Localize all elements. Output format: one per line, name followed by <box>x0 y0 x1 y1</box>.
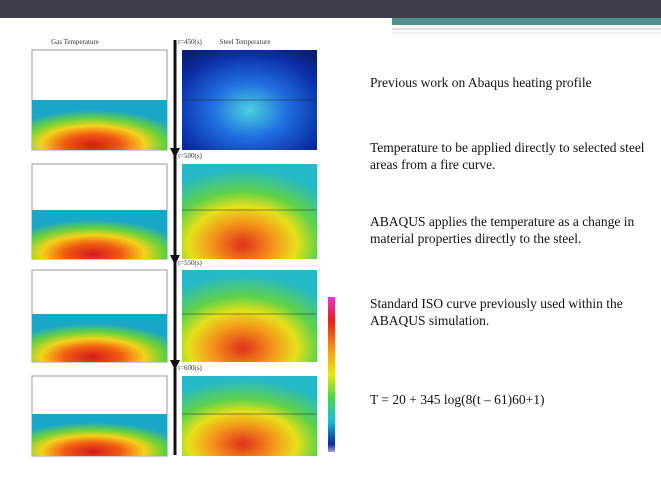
header-accent <box>392 18 661 25</box>
gas-contour <box>32 314 167 362</box>
slide: Gas Temperature Steel Temperature t=450(… <box>0 0 661 485</box>
header-bar <box>0 0 661 18</box>
paragraph: Standard ISO curve previously used withi… <box>370 295 650 329</box>
color-scale <box>328 297 335 452</box>
paragraph: T = 20 + 345 log(8(t – 61)60+1) <box>370 391 650 408</box>
gas-contour <box>32 414 167 456</box>
paragraph: Temperature to be applied directly to se… <box>370 139 650 173</box>
steel-contour <box>182 270 317 362</box>
paragraph: Previous work on Abaqus heating profile <box>370 74 650 91</box>
gas-contour <box>32 100 167 150</box>
paragraph: ABAQUS applies the temperature as a chan… <box>370 213 650 247</box>
gas-contour <box>32 210 167 259</box>
steel-contour <box>182 376 317 456</box>
figure-title: Gas Temperature <box>51 38 99 46</box>
figure-title: Steel Temperature <box>220 38 271 46</box>
steel-contour <box>182 164 317 259</box>
time-label: t=500(s) <box>178 152 202 160</box>
time-label: t=450(s) <box>178 38 202 46</box>
time-label: t=550(s) <box>178 259 202 267</box>
time-label: t=600(s) <box>178 364 202 372</box>
